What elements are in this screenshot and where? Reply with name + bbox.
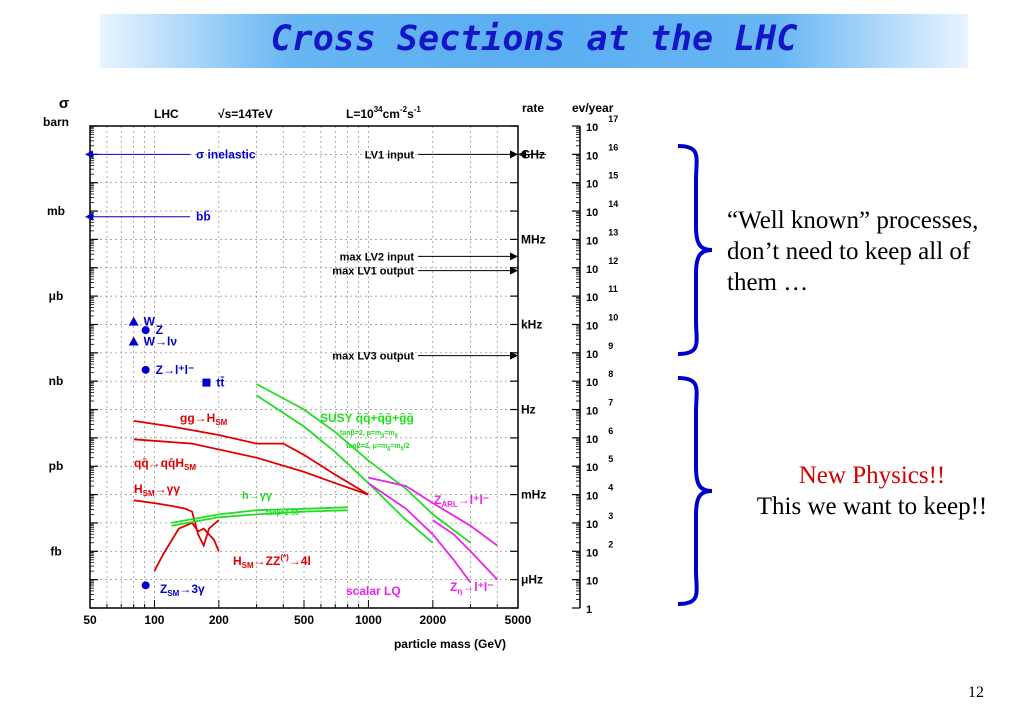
curve: [432, 519, 498, 581]
marker-label: tt̄: [216, 376, 224, 390]
trigger-label: LV1 input: [365, 149, 415, 161]
trigger-label: max LV1 output: [332, 266, 414, 278]
ev-year-label: 104: [586, 483, 613, 503]
ev-year-label: 1016: [586, 142, 618, 162]
x-tick-label: 500: [294, 613, 314, 627]
x-tick-label: 100: [144, 613, 164, 627]
y-axis-label: pb: [49, 459, 64, 473]
rate-label: MHz: [521, 232, 546, 246]
curve: [153, 521, 220, 572]
rate-label: kHz: [521, 317, 542, 331]
ev-year-label: 106: [586, 426, 613, 446]
trigger-label: max LV3 output: [332, 351, 414, 363]
rate-label: mHz: [521, 488, 546, 502]
curve-labels: gg→HSM qq̄→qq̄HSM HSM→γγ h→γγ tanβ=2-50 …: [134, 411, 494, 598]
marker-triangle: [128, 316, 139, 326]
ev-year-label: 107: [586, 398, 613, 418]
markers: LV1 input max LV2 input max LV1 output max …: [85, 147, 546, 590]
curve: [133, 499, 220, 549]
marker-label: W: [144, 315, 156, 329]
curve: [171, 506, 348, 524]
x-tick-label: 50: [83, 613, 97, 627]
ev-year-label: 10: [586, 576, 598, 588]
lumi-label: L=1034cm-2s-1: [346, 105, 421, 121]
ev-year-label: 1010: [586, 312, 618, 332]
ev-year-label: 108: [586, 369, 613, 389]
brace-bottom: [677, 376, 713, 606]
lhc-label: LHC: [154, 107, 179, 121]
slide-number: 12: [968, 684, 984, 701]
label-light-h-gg: h→γγ: [242, 490, 273, 502]
ev-year-label: 103: [586, 511, 613, 531]
ev-year-label: 1017: [586, 114, 618, 134]
marker-label: W→lν: [144, 334, 178, 348]
marker-triangle: [128, 336, 139, 346]
y-axis-label: mb: [47, 204, 65, 218]
keep-text: This we want to keep!!: [756, 493, 988, 520]
curve: [368, 476, 498, 547]
marker-label: Z→l⁺l⁻: [156, 363, 195, 377]
new-physics-note: New Physics!! This we want to keep!!: [722, 460, 1022, 522]
label-zeta: Zη→l⁺l⁻: [450, 580, 494, 596]
curve: [133, 438, 369, 496]
ev-year-label: 102: [586, 539, 613, 559]
label-susy-2: tanβ=2, μ=mg̃=mq̃/2: [346, 443, 410, 452]
sigma-label: σ: [59, 95, 69, 112]
marker-circle: [141, 581, 150, 590]
rate-label: Hz: [521, 403, 536, 417]
label-tanb: tanβ=2-50: [266, 510, 299, 517]
marker-circle: [141, 365, 150, 374]
ev-year-label: 109: [586, 341, 613, 361]
axis-ticks: 50 100 200 500 1000 2000 5000mbμbnbpbfbGHzMHzk…: [47, 114, 618, 627]
slide-title: Cross Sections at the LHC: [270, 19, 798, 59]
label-gg-h: gg→HSM: [180, 411, 228, 427]
ev-year-label: 1011: [586, 284, 618, 304]
rate-header: rate: [522, 101, 544, 115]
ev-year-header: ev/year: [572, 101, 614, 115]
title-bar: Cross Sections at the LHC: [100, 14, 968, 68]
ev-year-label: 1: [586, 604, 592, 616]
curve: [171, 509, 348, 527]
ev-year-label: 1012: [586, 256, 618, 276]
marker-label: Z: [156, 323, 163, 337]
label-z3g: ZSM→3γ: [160, 582, 205, 598]
x-tick-label: 1000: [355, 613, 382, 627]
x-axis-title: particle mass (GeV): [394, 637, 506, 651]
ev-year-label: 1014: [586, 199, 618, 219]
ev-year-label: 1013: [586, 227, 618, 247]
label-lq: scalar LQ: [346, 584, 401, 598]
x-tick-label: 5000: [505, 613, 532, 627]
label-h-zz: HSM→ZZ(*)→4l: [233, 553, 311, 570]
curve: [367, 482, 472, 584]
marker-square: [202, 378, 211, 387]
label-susy: SUSY q̃q̃+q̃g̃+g̃g̃: [320, 411, 414, 425]
reference-label: bb̄: [196, 210, 211, 224]
y-axis-label: μb: [49, 289, 64, 303]
new-physics-text: New Physics!!: [798, 462, 946, 489]
label-susy-1: tanβ=2, μ=mg̃=mq̃: [340, 430, 398, 439]
curve: [256, 383, 472, 544]
y-axis-label: fb: [50, 544, 61, 558]
trigger-label: max LV2 input: [340, 251, 415, 263]
reference-label: σ inelastic: [196, 147, 256, 161]
ev-year-label: 105: [586, 454, 613, 474]
y-axis-label: nb: [49, 374, 64, 388]
curve: [133, 420, 369, 496]
x-tick-label: 2000: [419, 613, 446, 627]
label-zarl: ZARL→l⁺l⁻: [434, 493, 489, 509]
curves: [133, 383, 498, 584]
ev-year-label: 1015: [586, 171, 618, 191]
x-tick-label: 200: [209, 613, 229, 627]
energy-label: √s=14TeV: [218, 107, 273, 121]
marker-circle: [141, 326, 150, 335]
label-h-gg: HSM→γγ: [134, 482, 180, 498]
rate-label: μHz: [521, 573, 543, 587]
well-known-note: “Well known” processes, don’t need to ke…: [727, 207, 979, 296]
curve: [256, 394, 434, 544]
brace-top: [677, 144, 713, 356]
cross-section-chart: σ barn LHC √s=14TeV L=1034cm-2s-1 rate e…: [43, 95, 618, 651]
barn-label: barn: [43, 115, 69, 129]
label-qq-h: qq̄→qq̄HSM: [134, 456, 196, 472]
